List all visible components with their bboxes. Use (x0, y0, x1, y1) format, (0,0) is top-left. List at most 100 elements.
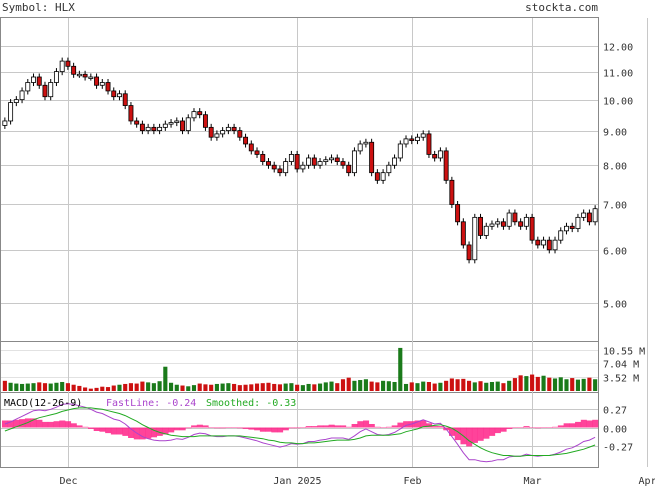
macd-histogram-bar (202, 425, 209, 428)
macd-histogram-bar (208, 427, 215, 428)
volume-bar (346, 377, 351, 391)
macd-histogram-bar (403, 421, 410, 428)
candle-body (443, 150, 449, 181)
volume-bar (323, 382, 328, 391)
volume-bar (312, 384, 317, 391)
macd-tick-label: 0.00 (603, 425, 627, 436)
candle-body (409, 138, 415, 141)
candle-body (13, 99, 19, 103)
volume-bar (14, 383, 19, 391)
volume-bar (558, 377, 563, 391)
candle-body (357, 143, 363, 152)
macd-histogram-bar (185, 427, 192, 429)
candle-body (31, 76, 36, 83)
candle-body (460, 221, 466, 246)
volume-bar (381, 380, 386, 391)
volume-bar (60, 381, 65, 391)
candle-body (25, 82, 31, 92)
volume-bar (37, 382, 42, 391)
volume-bar (461, 378, 466, 391)
volume-bar (432, 383, 437, 391)
candle-body (363, 141, 369, 145)
candle-body (581, 212, 587, 218)
price-tick-label: 12.00 (603, 43, 633, 54)
candle-body (386, 164, 392, 174)
volume-bar (146, 382, 151, 391)
volume-bar (472, 382, 477, 391)
candle-body (455, 204, 461, 223)
candle-body (214, 133, 220, 138)
site-label[interactable]: stockta.com (525, 1, 598, 14)
candle-body (197, 111, 203, 116)
volume-bar (564, 379, 569, 391)
volume-bar (272, 383, 277, 391)
volume-bar (42, 383, 48, 391)
macd-histogram-bar (563, 423, 570, 428)
candle-body (53, 71, 59, 83)
candlestick-series (2, 57, 598, 264)
macd-histogram-bar (385, 426, 392, 428)
candle-body (208, 126, 214, 138)
volume-bar (455, 379, 460, 391)
candle-body (59, 60, 65, 73)
macd-histogram-bar (397, 422, 404, 428)
candle-body (145, 126, 151, 132)
volume-bar (352, 380, 357, 391)
candle-body (220, 130, 226, 135)
volume-bar (593, 379, 598, 391)
volume-bar (117, 384, 122, 391)
volume-bar (501, 383, 506, 391)
macd-histogram-bar (420, 420, 427, 428)
candle-body (36, 76, 42, 86)
macd-histogram-bar (173, 427, 180, 431)
volume-bar (237, 385, 242, 391)
candle-body (546, 239, 552, 251)
macd-smoothed-line (4, 407, 596, 457)
volume-bar (306, 383, 311, 391)
volume-bar (186, 386, 191, 391)
macd-histogram-bar (546, 427, 553, 428)
macd-histogram-bar (99, 427, 106, 432)
candle-body (495, 221, 501, 225)
candle-body (392, 157, 398, 166)
macd-histogram-bar (489, 427, 496, 436)
volume-bar (83, 387, 88, 391)
macd-histogram-bar (196, 424, 203, 428)
volume-bar (570, 378, 575, 391)
macd-histogram-bar (13, 419, 20, 428)
candle-body (225, 126, 231, 132)
volume-bar (518, 375, 523, 391)
candle-body (317, 161, 323, 166)
volume-bar (94, 387, 99, 391)
macd-histogram-bar (294, 427, 301, 429)
macd-histogram-bar (42, 421, 49, 428)
candle-body (340, 161, 346, 166)
candle-body (541, 239, 547, 246)
price-tick-label: 6.00 (603, 247, 627, 258)
macd-histogram-bar (30, 418, 37, 428)
volume-bar (254, 383, 260, 391)
volume-tick-label: 3.52 M (603, 374, 639, 385)
volume-bar (317, 383, 323, 391)
macd-smoothed-label: Smoothed: -0.33 (206, 398, 296, 409)
macd-histogram-bar (592, 419, 599, 428)
macd-histogram-bar (345, 426, 352, 428)
candle-body (329, 157, 334, 161)
volume-bar (105, 387, 111, 391)
candle-body (369, 141, 375, 174)
macd-histogram-bar (529, 427, 536, 428)
candle-body (99, 82, 105, 86)
macd-histogram-bar (523, 426, 530, 428)
macd-histogram-bar (500, 427, 507, 432)
volume-bar (581, 378, 586, 391)
candle-body (202, 114, 208, 128)
volume-bar (484, 382, 489, 391)
macd-histogram-bar (454, 427, 461, 441)
macd-histogram-bar (36, 419, 43, 428)
volume-bar (88, 388, 93, 391)
volume-bar (363, 379, 368, 391)
candle-body (174, 120, 180, 123)
volume-bar (232, 383, 237, 391)
volume-bar (386, 381, 391, 391)
